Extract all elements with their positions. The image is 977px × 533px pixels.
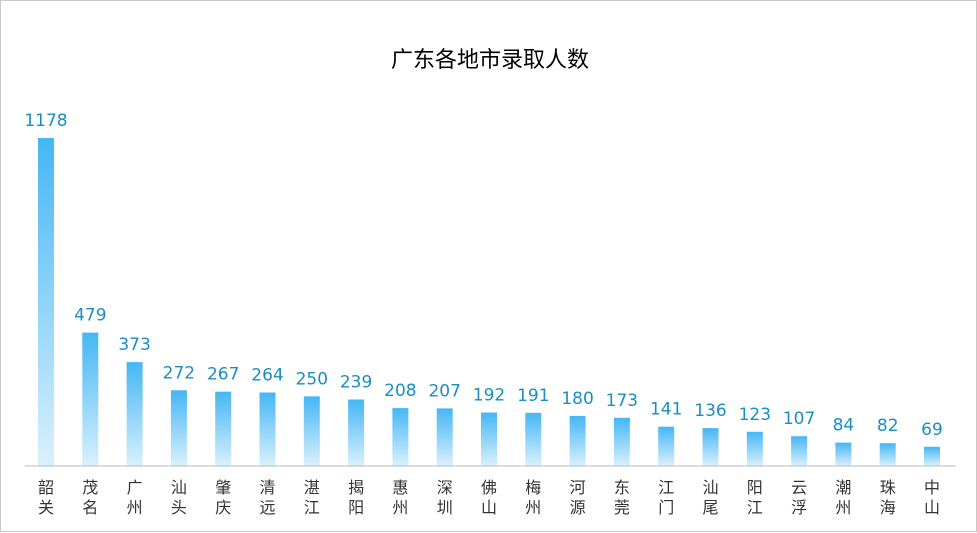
value-label-清远: 264 [251, 366, 283, 386]
value-label-湛江: 250 [296, 369, 328, 389]
bar-湛江 [303, 396, 320, 466]
bar-韶关 [38, 138, 54, 466]
bar-揭阳 [348, 399, 365, 466]
category-label-中山: 中山 [924, 478, 940, 517]
bar-珠海 [879, 443, 896, 466]
bar-中山 [924, 446, 940, 466]
category-label-江门: 江门 [658, 478, 674, 517]
category-label-肇庆: 肇庆 [215, 478, 231, 517]
value-label-汕头: 272 [163, 363, 195, 383]
category-label-东莞: 东莞 [614, 478, 630, 517]
category-label-珠海: 珠海 [880, 478, 896, 517]
bar-汕头 [170, 390, 187, 466]
bar-广州 [126, 362, 143, 466]
category-label-佛山: 佛山 [481, 478, 497, 517]
category-labels-layer: 韶关茂名广州汕头肇庆清远湛江揭阳惠州深圳佛山梅州河源东莞江门汕尾阳江云浮潮州珠海… [38, 478, 940, 517]
value-label-汕尾: 136 [694, 401, 726, 421]
value-label-茂名: 479 [74, 306, 106, 326]
bar-深圳 [436, 408, 453, 466]
category-label-汕头: 汕头 [171, 478, 187, 517]
value-label-梅州: 191 [517, 386, 549, 406]
bars-layer [38, 138, 940, 466]
category-label-韶关: 韶关 [38, 478, 54, 517]
bar-梅州 [525, 412, 542, 466]
value-label-阳江: 123 [739, 405, 771, 425]
value-label-广州: 373 [118, 335, 150, 355]
value-label-珠海: 82 [877, 416, 899, 436]
value-label-肇庆: 267 [207, 365, 239, 385]
value-label-东莞: 173 [606, 391, 638, 411]
bar-清远 [259, 392, 276, 466]
value-label-揭阳: 239 [340, 373, 372, 393]
category-label-清远: 清远 [259, 478, 275, 517]
chart-title: 广东各地市录取人数 [391, 48, 589, 73]
bar-东莞 [613, 417, 630, 466]
bar-肇庆 [215, 391, 232, 466]
bar-阳江 [746, 431, 763, 466]
value-label-潮州: 84 [833, 416, 855, 436]
category-label-云浮: 云浮 [791, 478, 807, 517]
category-label-河源: 河源 [570, 478, 586, 517]
bar-潮州 [835, 442, 852, 466]
bar-云浮 [791, 436, 808, 466]
category-label-深圳: 深圳 [437, 478, 453, 517]
category-label-阳江: 阳江 [747, 478, 763, 517]
category-label-惠州: 惠州 [392, 478, 408, 517]
category-label-潮州: 潮州 [835, 478, 851, 517]
value-label-江门: 141 [650, 400, 682, 420]
bar-汕尾 [702, 428, 719, 466]
value-label-云浮: 107 [783, 409, 815, 429]
bar-惠州 [392, 408, 409, 466]
value-label-河源: 180 [561, 389, 593, 409]
bar-茂名 [82, 332, 99, 466]
category-label-茂名: 茂名 [82, 478, 98, 517]
value-label-惠州: 208 [384, 381, 416, 401]
bar-江门 [658, 426, 675, 466]
category-label-湛江: 湛江 [304, 478, 320, 517]
value-label-深圳: 207 [428, 381, 460, 401]
bar-河源 [569, 415, 586, 466]
value-label-佛山: 192 [473, 386, 505, 406]
category-label-广州: 广州 [127, 478, 143, 517]
value-labels-layer: 1178 479 373 272 267 264 250 239 208 207 192 191 180… [24, 111, 942, 440]
value-label-韶关: 1178 [24, 111, 67, 131]
bar-佛山 [481, 412, 497, 466]
category-label-梅州: 梅州 [525, 478, 541, 517]
category-label-揭阳: 揭阳 [348, 478, 364, 517]
value-label-中山: 69 [921, 420, 943, 440]
category-label-汕尾: 汕尾 [702, 478, 718, 517]
